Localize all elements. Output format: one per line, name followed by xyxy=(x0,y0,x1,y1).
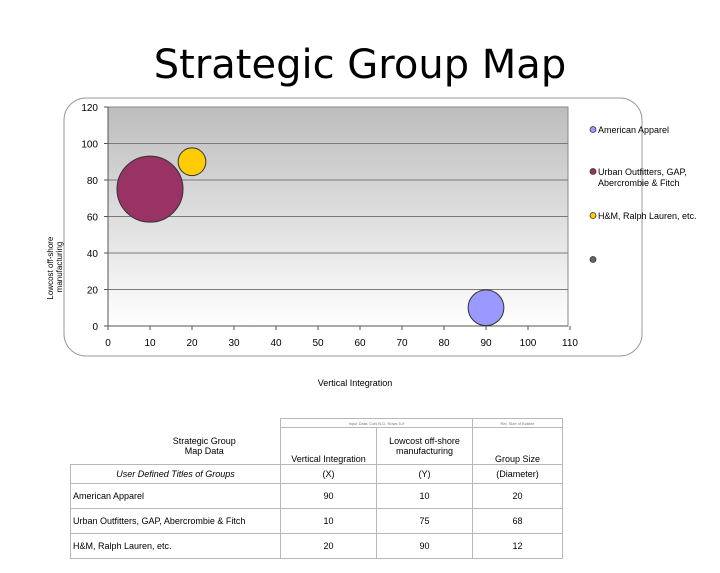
subheader-cell: (Diameter) xyxy=(472,464,563,484)
x-tick-label: 20 xyxy=(186,338,198,349)
y-tick-label: 60 xyxy=(87,213,99,224)
legend-label: Urban Outfitters, GAP, Abercrombie & Fitc… xyxy=(598,167,687,188)
column-header: Group Size xyxy=(472,427,563,465)
x-tick-label: 50 xyxy=(312,338,324,349)
cell-y: 90 xyxy=(376,533,473,559)
legend-label: H&M, Ralph Lauren, etc. xyxy=(598,211,697,221)
legend-marker xyxy=(589,168,597,175)
cell-y: 10 xyxy=(376,483,473,509)
x-tick-label: 90 xyxy=(480,338,492,349)
bubble xyxy=(177,147,207,177)
x-tick-label: 60 xyxy=(354,338,366,349)
subheader-label: User Defined Titles of Groups xyxy=(70,464,281,484)
legend-marker xyxy=(589,126,597,133)
x-tick-label: 70 xyxy=(396,338,408,349)
table-row: American Apparel 90 10 20 xyxy=(70,483,563,509)
subheader-cell: (Y) xyxy=(376,464,473,484)
group-name: American Apparel xyxy=(70,483,281,509)
table-corner-label: Strategic Group Map Data xyxy=(172,435,236,456)
y-tick-label: 80 xyxy=(87,176,99,187)
y-tick-label: 0 xyxy=(92,322,98,333)
x-tick-label: 100 xyxy=(520,338,537,349)
x-tick-label: 0 xyxy=(105,338,111,349)
x-tick-label: 110 xyxy=(562,338,578,349)
x-axis-label: Vertical Integration xyxy=(318,378,393,388)
y-tick-label: 20 xyxy=(87,286,99,297)
cell-x: 90 xyxy=(280,483,377,509)
y-axis-label: Lowcost off-shore manufacturing xyxy=(46,234,64,299)
cell-diameter: 68 xyxy=(472,508,563,534)
column-header: Vertical Integration xyxy=(280,427,377,465)
legend-label: American Apparel xyxy=(598,125,669,135)
x-tick-label: 10 xyxy=(144,338,156,349)
data-table: Input Data: Cols B-D, Rows 5-9 Rel. Size… xyxy=(70,418,563,573)
x-tick-label: 80 xyxy=(438,338,450,349)
cell-x: 10 xyxy=(280,508,377,534)
x-tick-label: 30 xyxy=(228,338,240,349)
cell-x: 20 xyxy=(280,533,377,559)
table-row: H&M, Ralph Lauren, etc. 20 90 12 xyxy=(70,533,563,559)
page-title: Strategic Group Map xyxy=(153,42,567,88)
column-header: Lowcost off-shore manufacturing xyxy=(376,427,473,465)
bubble-chart: 0 20 40 60 80 100 120 0 10 20 30 40 50 60 70 80 90 100 110… xyxy=(46,97,697,388)
cell-diameter: 12 xyxy=(472,533,563,559)
y-tick-label: 120 xyxy=(81,103,98,114)
bubble xyxy=(467,289,505,327)
table-note: Input Data: Cols B-D, Rows 5-9 xyxy=(280,418,473,428)
table-row: Urban Outfitters, GAP, Abercrombie & Fit… xyxy=(70,508,563,534)
subheader-cell: (X) xyxy=(280,464,377,484)
x-tick-label: 40 xyxy=(270,338,282,349)
group-name: H&M, Ralph Lauren, etc. xyxy=(70,533,281,559)
y-tick-label: 100 xyxy=(81,140,98,151)
bubble xyxy=(116,155,184,223)
group-name: Urban Outfitters, GAP, Abercrombie & Fit… xyxy=(70,508,281,534)
table-note: Rel. Size of Bubble xyxy=(472,418,563,428)
cell-y: 75 xyxy=(376,508,473,534)
legend-marker xyxy=(589,256,597,263)
y-tick-label: 40 xyxy=(87,249,99,260)
cell-diameter: 20 xyxy=(472,483,563,509)
legend-marker xyxy=(589,212,597,219)
